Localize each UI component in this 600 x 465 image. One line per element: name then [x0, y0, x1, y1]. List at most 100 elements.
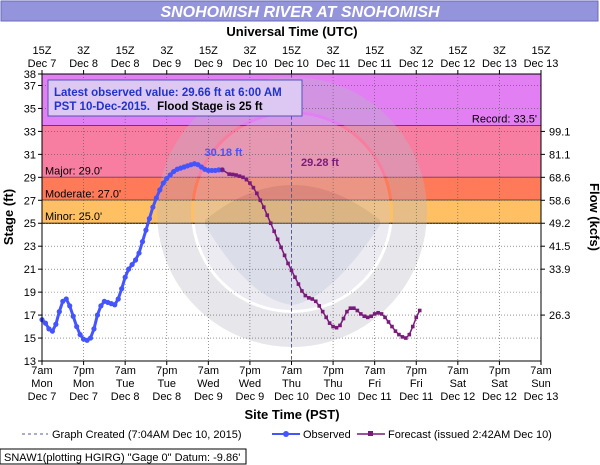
- x-axis-title: Site Time (PST): [244, 407, 339, 422]
- observed-point: [67, 303, 73, 309]
- y-tick-label: 15: [24, 333, 36, 345]
- flow-tick-label: 68.6: [549, 172, 570, 184]
- forecast-point: [390, 324, 394, 329]
- forecast-point: [272, 229, 276, 234]
- observed-point: [139, 239, 146, 245]
- bottom-tick-time: 7am: [198, 365, 219, 377]
- forecast-point: [234, 173, 238, 177]
- bottom-tick-date: Dec 7: [69, 391, 98, 403]
- top-tick-date: Dec 8: [111, 58, 140, 70]
- forecast-point: [386, 320, 391, 324]
- top-tick-date: Dec 12: [440, 58, 475, 70]
- forecast-point: [407, 332, 412, 337]
- bottom-tick-time: 7am: [364, 365, 385, 377]
- observed-point: [167, 172, 173, 178]
- forecast-point: [400, 335, 405, 339]
- band-label-major: Major: 29.0': [45, 165, 102, 177]
- top-tick-time: 3Z: [410, 45, 423, 57]
- forecast-point: [227, 172, 231, 176]
- forecast-point: [376, 310, 380, 315]
- observed-point: [143, 227, 149, 233]
- legend: Graph Created (7:04AM Dec 10, 2015) Obse…: [22, 429, 552, 441]
- forecast-point: [220, 167, 224, 172]
- observed-point: [129, 261, 135, 268]
- bottom-tick-date: Dec 10: [274, 391, 309, 403]
- bottom-tick-date: Dec 11: [399, 391, 433, 403]
- forecast-point: [237, 174, 242, 178]
- bottom-tick-time: 7pm: [73, 365, 94, 377]
- bottom-tick-day: Tue: [157, 378, 176, 390]
- bottom-tick-time: 7pm: [322, 365, 343, 377]
- forecast-point: [275, 237, 280, 242]
- y-tick-label: 38: [24, 69, 36, 81]
- series-layer: 30.18 ft 29.28 ft: [39, 147, 422, 343]
- y-tick-label: 17: [24, 310, 36, 322]
- y-tick-label: 31: [24, 149, 36, 161]
- bottom-tick-time: 7am: [530, 365, 551, 377]
- forecast-point: [362, 314, 367, 319]
- top-tick-time: 15Z: [282, 45, 301, 57]
- observed-point: [94, 312, 101, 318]
- y-tick-label: 27: [24, 195, 36, 207]
- title-bar: [0, 0, 599, 22]
- forecast-point: [286, 261, 290, 266]
- observed-point: [146, 216, 153, 222]
- bottom-tick-day: Fri: [410, 378, 423, 390]
- observed-point: [91, 326, 97, 332]
- flow-tick-label: 41.5: [549, 241, 570, 253]
- forecast-point: [255, 191, 259, 196]
- info-line-1: Latest observed value: 29.66 ft at 6:00 …: [54, 87, 282, 99]
- top-tick-time: 15Z: [116, 45, 135, 57]
- forecast-point: [345, 309, 349, 314]
- y-tick-label: 19: [24, 287, 36, 299]
- top-tick-date: Dec 8: [69, 58, 98, 70]
- y-tick-label: 35: [24, 103, 36, 115]
- top-tick-time: 3Z: [243, 45, 256, 57]
- bottom-tick-day: Mon: [73, 378, 94, 390]
- bottom-tick-time: 7am: [114, 365, 135, 377]
- top-tick-date: Dec 7: [28, 58, 57, 70]
- observed-point: [115, 296, 121, 302]
- observed-point: [164, 175, 170, 182]
- forecast-point: [310, 297, 315, 301]
- forecast-point: [296, 282, 301, 286]
- forecast-point: [313, 299, 318, 304]
- bottom-tick-date: Dec 10: [316, 391, 351, 403]
- info-flood-stage: Flood Stage is 25 ft: [157, 101, 263, 113]
- bottom-tick-date: Dec 9: [194, 391, 223, 403]
- forecast-point: [320, 309, 325, 314]
- observed-point: [98, 303, 104, 309]
- forecast-point: [293, 275, 297, 279]
- bottom-tick-day: Tue: [116, 378, 135, 390]
- top-tick-date: Dec 11: [358, 58, 392, 70]
- band-label-record: Record: 33.5': [472, 114, 537, 126]
- top-tick-time: 3Z: [160, 45, 173, 57]
- bottom-tick-date: Dec 12: [440, 391, 475, 403]
- legend-forecast-marker: [368, 431, 373, 436]
- band-label-minor: Minor: 25.0': [45, 211, 102, 223]
- bottom-tick-date: Dec 11: [358, 391, 392, 403]
- observed-point: [42, 320, 49, 326]
- forecast-point: [379, 312, 384, 316]
- observed-point: [63, 296, 69, 302]
- forecast-point: [410, 324, 415, 329]
- forecast-point: [261, 205, 266, 209]
- bottom-tick-date: Dec 12: [482, 391, 517, 403]
- footer-box: [0, 448, 247, 465]
- forecast-point: [258, 198, 263, 203]
- observed-point: [119, 286, 125, 292]
- forecast-point: [241, 175, 245, 180]
- forecast-point: [251, 185, 256, 190]
- bottom-tick-day: Sun: [531, 378, 551, 390]
- flow-tick-label: 81.1: [549, 149, 570, 161]
- bottom-tick-day: Thu: [282, 378, 301, 390]
- bottom-tick-time: 7am: [31, 365, 52, 377]
- y-tick-label: 13: [24, 356, 36, 368]
- observed-point: [136, 250, 142, 256]
- bottom-tick-time: 7pm: [406, 365, 427, 377]
- top-tick-date: Dec 11: [316, 58, 350, 70]
- forecast-point: [334, 325, 339, 330]
- observed-point: [70, 313, 76, 319]
